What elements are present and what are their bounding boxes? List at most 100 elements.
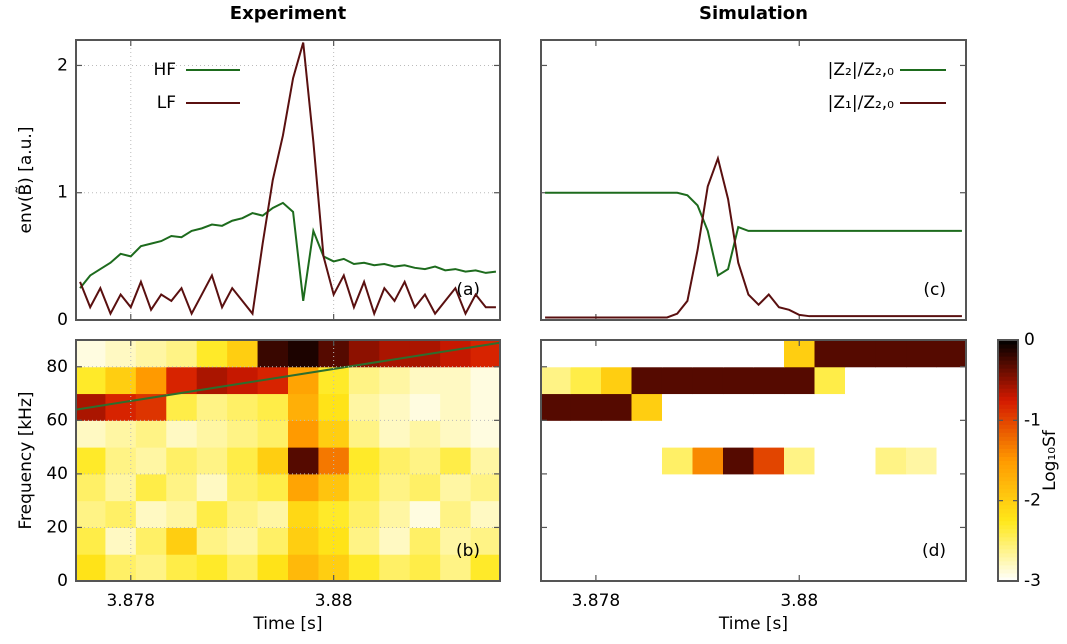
heatmap-cell bbox=[470, 500, 500, 528]
heatmap-cell bbox=[661, 340, 693, 368]
heatmap-cell bbox=[166, 447, 198, 475]
heatmap-cell bbox=[875, 366, 907, 395]
heatmap-cell bbox=[440, 554, 472, 581]
colorbar-step bbox=[998, 364, 1018, 369]
colorbar-step bbox=[998, 548, 1018, 554]
heatmap-cell bbox=[936, 393, 966, 421]
heatmap-cell bbox=[845, 420, 877, 448]
heatmap-cell bbox=[257, 500, 289, 528]
heatmap-cell bbox=[288, 500, 319, 528]
heatmap-cell bbox=[814, 420, 846, 448]
heatmap-cell bbox=[196, 473, 228, 502]
heatmap-cell bbox=[936, 554, 966, 581]
colorbar-step bbox=[998, 556, 1018, 562]
heatmap-cell bbox=[661, 473, 693, 502]
heatmap-cell bbox=[379, 340, 411, 368]
heatmap-cell bbox=[692, 366, 724, 395]
colorbar-step bbox=[998, 520, 1018, 526]
panel-frame bbox=[75, 39, 501, 321]
colorbar-frame bbox=[997, 339, 1019, 582]
heatmap-cell bbox=[105, 420, 137, 448]
heatmap-cell bbox=[722, 366, 754, 395]
heatmap-cell bbox=[541, 527, 571, 555]
colorbar-step bbox=[998, 552, 1018, 558]
panel-frame bbox=[540, 339, 967, 582]
x-tick-label: 3.88 bbox=[780, 591, 818, 611]
heatmap-cell bbox=[348, 500, 380, 528]
overlay-line bbox=[76, 341, 500, 411]
heatmap-cell bbox=[227, 393, 259, 421]
heatmap-cell bbox=[470, 366, 500, 395]
heatmap-cell bbox=[845, 500, 877, 528]
heatmap-cell bbox=[541, 340, 571, 368]
heatmap-cell bbox=[722, 393, 754, 421]
heatmap-cell bbox=[784, 500, 816, 528]
heatmap-cell bbox=[257, 527, 289, 555]
heatmap-cell bbox=[440, 340, 472, 368]
colorbar-step bbox=[998, 468, 1018, 474]
heatmap-cell bbox=[257, 340, 289, 368]
heatmap-cell bbox=[784, 420, 816, 448]
heatmap-cell bbox=[814, 527, 846, 555]
heatmap-cell bbox=[814, 473, 846, 502]
heatmap-cell bbox=[257, 420, 289, 448]
colorbar-step bbox=[998, 524, 1018, 530]
heatmap-cell bbox=[76, 473, 106, 502]
colorbar-step bbox=[998, 452, 1018, 457]
heatmap-cell bbox=[135, 420, 167, 448]
panel-title: Experiment bbox=[230, 3, 347, 24]
heatmap-cell bbox=[227, 473, 259, 502]
heatmap-cell bbox=[166, 554, 198, 581]
heatmap-cell bbox=[753, 473, 785, 502]
heatmap-cell bbox=[348, 393, 380, 421]
heatmap-cell bbox=[753, 500, 785, 528]
heatmap-cell bbox=[722, 447, 754, 475]
y-axis-label: Frequency [kHz] bbox=[16, 391, 36, 529]
heatmap-cell bbox=[76, 340, 106, 368]
colorbar-step bbox=[998, 340, 1018, 345]
heatmap-cell bbox=[631, 366, 663, 395]
colorbar-step bbox=[998, 356, 1018, 361]
heatmap-cell bbox=[600, 366, 632, 395]
colorbar-step bbox=[998, 464, 1018, 470]
colorbar-step bbox=[998, 384, 1018, 389]
x-tick-label: 3.878 bbox=[106, 591, 155, 611]
heatmap-cell bbox=[600, 554, 632, 581]
heatmap-cell bbox=[105, 500, 137, 528]
heatmap-cell bbox=[661, 527, 693, 555]
heatmap-cell bbox=[661, 420, 693, 448]
colorbar-step bbox=[998, 380, 1018, 385]
heatmap-cell bbox=[440, 366, 472, 395]
heatmap-cell bbox=[227, 500, 259, 528]
heatmap-cell bbox=[135, 527, 167, 555]
heatmap-cell bbox=[722, 527, 754, 555]
panel-title: Simulation bbox=[699, 3, 808, 24]
heatmap-cell bbox=[541, 500, 571, 528]
heatmap-cell bbox=[440, 473, 472, 502]
heatmap-cell bbox=[288, 554, 319, 581]
heatmap-cell bbox=[76, 420, 106, 448]
panel-label: (d) bbox=[922, 541, 946, 561]
colorbar-step bbox=[998, 540, 1018, 546]
colorbar-step bbox=[998, 564, 1018, 570]
heatmap-cell bbox=[288, 340, 319, 368]
heatmap-cell bbox=[570, 473, 602, 502]
heatmap-cell bbox=[409, 500, 441, 528]
legend-label: |Z₂|/Z₂,₀ bbox=[828, 60, 895, 80]
heatmap-cell bbox=[76, 500, 106, 528]
heatmap-cell bbox=[753, 447, 785, 475]
heatmap-cell bbox=[166, 527, 198, 555]
heatmap-cell bbox=[936, 447, 966, 475]
heatmap-cell bbox=[753, 554, 785, 581]
heatmap-cell bbox=[570, 393, 602, 421]
x-axis-label: Time [s] bbox=[718, 614, 788, 634]
colorbar-step bbox=[998, 368, 1018, 373]
colorbar-step bbox=[998, 412, 1018, 417]
heatmap-cell bbox=[692, 420, 724, 448]
heatmap-cell bbox=[570, 527, 602, 555]
heatmap-cell bbox=[936, 420, 966, 448]
colorbar-step bbox=[998, 392, 1018, 397]
heatmap-cell bbox=[784, 473, 816, 502]
colorbar-step bbox=[998, 576, 1018, 582]
heatmap-cell bbox=[288, 393, 319, 421]
